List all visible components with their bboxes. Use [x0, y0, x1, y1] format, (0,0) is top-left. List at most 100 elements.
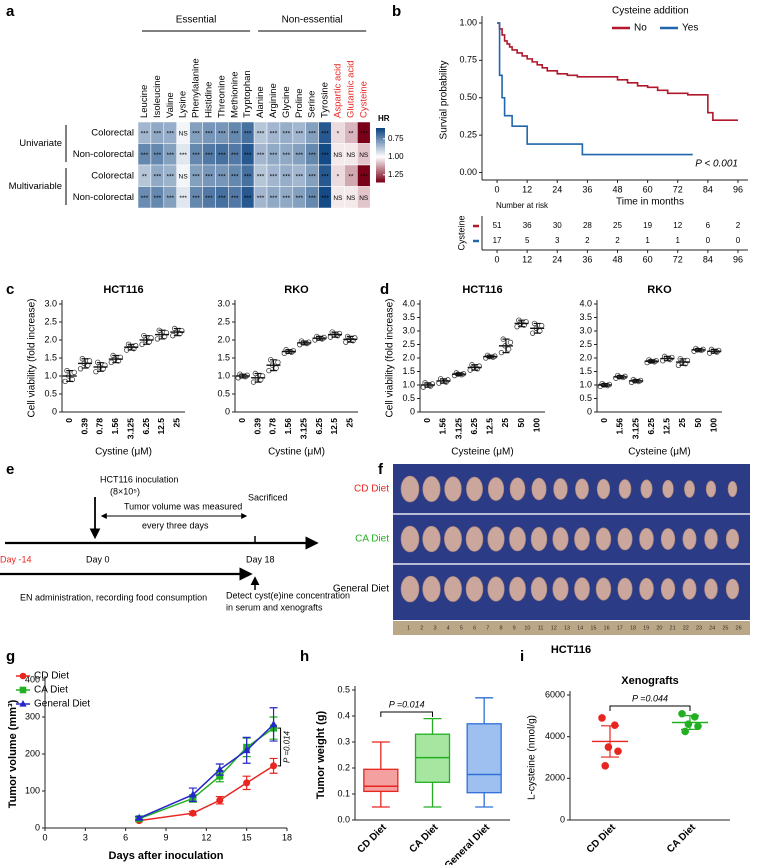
x-tick-label: 12	[522, 254, 532, 264]
ruler-number: 10	[524, 625, 530, 631]
x-tick-label: 60	[643, 254, 653, 264]
x-tick-label: 6.25	[646, 418, 656, 435]
heat-cell	[357, 186, 371, 209]
whisker-high	[371, 741, 390, 770]
significance-label: *	[337, 130, 340, 137]
tumor	[725, 578, 740, 600]
column-label: Glycine	[281, 86, 292, 118]
data-point	[614, 747, 622, 756]
tumor	[727, 480, 738, 498]
column-label: Tryptophan	[242, 70, 253, 118]
x-tick-label: 6.25	[314, 418, 324, 435]
chart-title: RKO	[284, 284, 309, 296]
y-tick-label: 2.0	[579, 352, 592, 362]
column-label: Proline	[294, 88, 305, 118]
column-label: Glutamic acid	[345, 60, 356, 118]
error-bar	[616, 374, 624, 379]
data-point	[690, 713, 699, 721]
error-bar	[66, 370, 74, 382]
significance-label: ***	[192, 173, 200, 180]
data-point	[189, 809, 197, 817]
x-tick-label: 36	[582, 184, 592, 194]
y-axis-label: L-cysteine (nmol/g)	[527, 715, 538, 800]
ruler-number: 20	[656, 625, 662, 631]
risk-count: 19	[643, 221, 652, 230]
tumor	[640, 479, 653, 499]
series-line	[138, 723, 275, 819]
risk-count: 12	[673, 221, 682, 230]
significance-label: ***	[244, 173, 252, 180]
x-tick-label: 96	[733, 254, 743, 264]
significance-label: ***	[166, 130, 174, 137]
x-tick-label: 0	[422, 418, 432, 423]
y-tick-label: 0	[587, 406, 592, 416]
data-point	[216, 772, 224, 780]
chart-title: HCT116	[103, 284, 143, 296]
ruler-number: 9	[513, 625, 516, 631]
annotation: P =0.014	[283, 730, 292, 763]
error-bar	[316, 335, 324, 341]
tumor	[487, 477, 505, 501]
y-tick-label: 3.5	[402, 312, 415, 322]
error-bar	[112, 354, 120, 364]
significance-label: ***	[283, 195, 291, 202]
x-tick-label: 96	[733, 184, 743, 194]
y-tick-label: 400	[25, 674, 40, 684]
data-point	[669, 354, 675, 361]
chart-title: HCT116	[462, 284, 502, 296]
x-tick-label: 100	[708, 418, 718, 432]
y-tick-label: 1.0	[44, 370, 57, 380]
ruler-number: 7	[486, 625, 489, 631]
y-tick-label: 3.0	[402, 325, 415, 335]
significance-label: **	[142, 173, 148, 180]
tumor	[704, 578, 718, 600]
colorbar-step	[376, 144, 385, 147]
risk-count: 2	[736, 221, 741, 230]
x-tick-label: 60	[643, 184, 653, 194]
significance-label: NS	[333, 195, 343, 202]
group-label: CD Diet	[354, 484, 389, 495]
error-bar	[346, 335, 354, 343]
colorbar-step	[376, 140, 385, 142]
x-tick-label: 72	[673, 254, 683, 264]
tumor	[574, 527, 590, 551]
significance-label: ***	[141, 130, 149, 137]
column-label: Aspartic acid	[332, 64, 343, 118]
significance-label: ***	[166, 195, 174, 202]
timeline-text: in serum and xenografts	[226, 602, 323, 612]
y-tick-label: 1.00	[459, 17, 477, 27]
legend-label: CA Diet	[34, 685, 68, 696]
significance-label: NS	[346, 195, 356, 202]
y-tick-label: 0.3	[337, 736, 350, 746]
box	[466, 723, 502, 794]
risk-count: 1	[676, 236, 681, 245]
tumor	[596, 478, 611, 500]
significance-label: ***	[154, 130, 162, 137]
significance-label: ***	[283, 130, 291, 137]
panel-label: e	[6, 461, 14, 478]
risk-count: 36	[523, 221, 532, 230]
tumor	[422, 575, 441, 603]
x-tick-label: 0.39	[252, 418, 262, 435]
colorbar-step	[376, 160, 385, 163]
chart-title: RKO	[647, 284, 672, 296]
row-label: Colorectal	[91, 170, 134, 181]
row-label: Non-colorectal	[73, 192, 134, 203]
data-point	[321, 334, 327, 341]
tumor	[400, 525, 420, 553]
timeline-text: (8×10⁵)	[110, 486, 140, 496]
x-tick-label: 0	[64, 418, 74, 423]
tumor	[552, 577, 569, 601]
ruler-number: 11	[538, 625, 544, 631]
tumor	[660, 578, 676, 600]
risk-count: 1	[645, 236, 650, 245]
x-tick-label: General Diet	[443, 822, 493, 865]
colorbar-step	[376, 153, 385, 156]
data-point	[598, 714, 606, 722]
x-tick-label: CA Diet	[407, 822, 441, 856]
tumor	[552, 527, 569, 551]
error-bar	[424, 382, 432, 388]
annotation: P < 0.001	[695, 159, 738, 170]
significance-label: ***	[295, 173, 303, 180]
panel-label: h	[300, 648, 309, 665]
